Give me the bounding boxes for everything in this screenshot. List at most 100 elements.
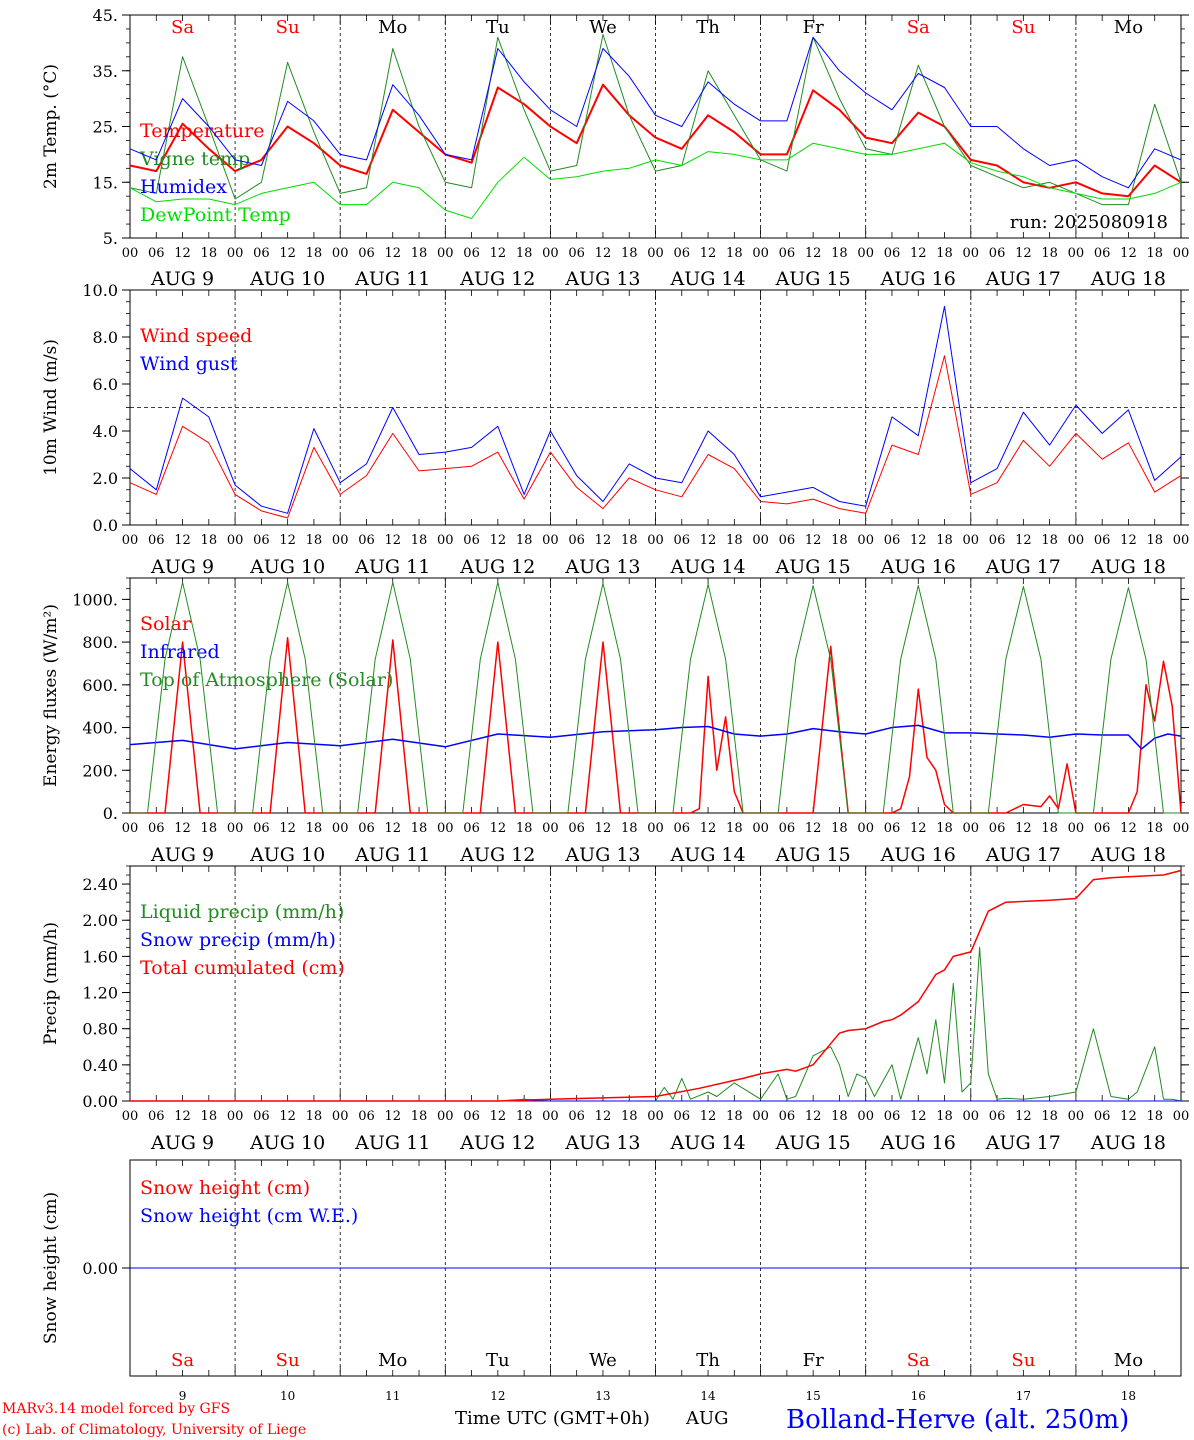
hour-tick-label: 18	[201, 533, 218, 548]
hour-tick-label: 06	[253, 246, 270, 261]
hour-tick-label: 18	[1041, 821, 1058, 836]
series-line-1	[130, 946, 1182, 1102]
month-label: AUG	[685, 1408, 729, 1429]
y-tick-label: 5.	[103, 229, 118, 248]
hour-tick-label: 06	[884, 533, 901, 548]
hour-tick-label: 00	[437, 1109, 454, 1124]
y-tick-label: 0.80	[82, 1020, 118, 1039]
y-tick-label: 8.0	[93, 328, 118, 347]
hour-tick-label: 06	[253, 1109, 270, 1124]
y-tick-label: 1.20	[82, 984, 118, 1003]
hour-tick-label: 00	[332, 533, 349, 548]
legend-entry: Total cumulated (cm)	[140, 957, 345, 979]
hour-tick-label: 00	[542, 246, 559, 261]
hour-tick-label: 12	[279, 246, 296, 261]
hour-tick-label: 00	[857, 246, 874, 261]
hour-tick-label: 18	[516, 246, 533, 261]
hour-tick-label: 18	[831, 533, 848, 548]
hour-tick-label: 18	[1041, 246, 1058, 261]
day-number-label: 14	[700, 1389, 716, 1403]
hour-tick-label: 06	[674, 246, 691, 261]
date-label: AUG 17	[985, 1132, 1061, 1154]
hour-tick-label: 00	[647, 821, 664, 836]
hour-tick-label: 00	[857, 821, 874, 836]
hour-tick-label: 12	[384, 1109, 401, 1124]
hour-tick-label: 00	[1173, 1109, 1190, 1124]
series-line-2	[129, 724, 1182, 750]
date-label: AUG 18	[1090, 844, 1166, 866]
panel-5: 0.00 Snow height (cm) Snow height (cm) Snow…	[41, 1159, 1189, 1403]
hour-tick-label: 18	[1146, 246, 1163, 261]
series-line-3	[130, 869, 1182, 1102]
hour-tick-label: 18	[1146, 533, 1163, 548]
date-label: AUG 12	[459, 1132, 535, 1154]
y-tick-label: 200.	[82, 761, 118, 780]
hour-tick-label: 06	[884, 821, 901, 836]
hour-tick-label: 06	[989, 246, 1006, 261]
date-label: AUG 18	[1090, 268, 1166, 290]
hour-tick-label: 00	[1068, 246, 1085, 261]
hour-tick-label: 12	[279, 821, 296, 836]
legend-entry: Infrared	[140, 641, 220, 663]
hour-tick-label: 12	[1120, 533, 1137, 548]
y-tick-label: 2.40	[82, 875, 118, 894]
day-name: Su	[1011, 1350, 1035, 1371]
hour-tick-label: 06	[989, 1109, 1006, 1124]
panels-group: 5. 15. 25. 35. 45. 2m Temp. (°C) Temperature Vi…	[41, 6, 1189, 1403]
y-tick-label: 0.	[103, 804, 118, 823]
hour-tick-label: 06	[989, 821, 1006, 836]
date-label: AUG 17	[985, 268, 1061, 290]
y-tick-label: 600.	[82, 676, 118, 695]
series-line-2	[129, 34, 1182, 206]
day-name: Sa	[907, 1350, 930, 1371]
day-name: Th	[696, 1350, 720, 1371]
hour-tick-label: 12	[805, 1109, 822, 1124]
day-number-label: 12	[490, 1389, 505, 1403]
hour-tick-label: 00	[752, 533, 769, 548]
hour-tick-label: 12	[174, 821, 191, 836]
hour-tick-label: 00	[437, 533, 454, 548]
hour-tick-label: 12	[174, 533, 191, 548]
hour-tick-label: 18	[516, 821, 533, 836]
day-name: Tu	[486, 1350, 510, 1371]
y-tick-label: 1.60	[82, 947, 118, 966]
hour-tick-label: 12	[700, 1109, 717, 1124]
date-label: AUG 14	[669, 1132, 745, 1154]
hour-tick-label: 00	[542, 533, 559, 548]
legend-entry: Liquid precip (mm/h)	[140, 901, 344, 923]
hour-tick-label: 00	[227, 1109, 244, 1124]
y-tick-label: 1000.	[72, 590, 118, 609]
hour-tick-label: 18	[1041, 1109, 1058, 1124]
hour-tick-label: 12	[910, 533, 927, 548]
hour-tick-label: 06	[253, 533, 270, 548]
day-name: Su	[1011, 17, 1035, 38]
hour-tick-label: 12	[490, 1109, 507, 1124]
hour-tick-label: 18	[411, 1109, 428, 1124]
hour-tick-label: 00	[437, 246, 454, 261]
hour-tick-label: 06	[989, 533, 1006, 548]
date-label: AUG 11	[354, 844, 430, 866]
hour-tick-label: 12	[700, 821, 717, 836]
y-tick-label: 400.	[82, 719, 118, 738]
y-tick-label: 35.	[93, 62, 118, 81]
hour-tick-label: 06	[1094, 1109, 1111, 1124]
hour-tick-label: 18	[306, 246, 323, 261]
hour-tick-label: 12	[384, 533, 401, 548]
hour-tick-label: 00	[1173, 533, 1190, 548]
series-line-3	[129, 36, 1182, 189]
hour-tick-label: 00	[122, 533, 139, 548]
series-line-1	[129, 83, 1182, 198]
hour-tick-label: 18	[411, 821, 428, 836]
y-tick-label: 10.0	[82, 281, 118, 300]
hour-tick-label: 00	[1173, 821, 1190, 836]
hour-tick-label: 12	[910, 246, 927, 261]
panel-4: 0.00 0.40 0.80 1.20 1.60 2.00 2.40 Precip (mm/h…	[41, 865, 1190, 1154]
date-label: AUG 9	[150, 1132, 214, 1154]
date-label: AUG 14	[669, 556, 745, 578]
hour-tick-label: 12	[595, 1109, 612, 1124]
hour-tick-label: 00	[227, 246, 244, 261]
y-axis-title: 10m Wind (m/s)	[41, 339, 61, 476]
hour-tick-label: 18	[936, 821, 953, 836]
day-number-label: 13	[595, 1389, 610, 1403]
